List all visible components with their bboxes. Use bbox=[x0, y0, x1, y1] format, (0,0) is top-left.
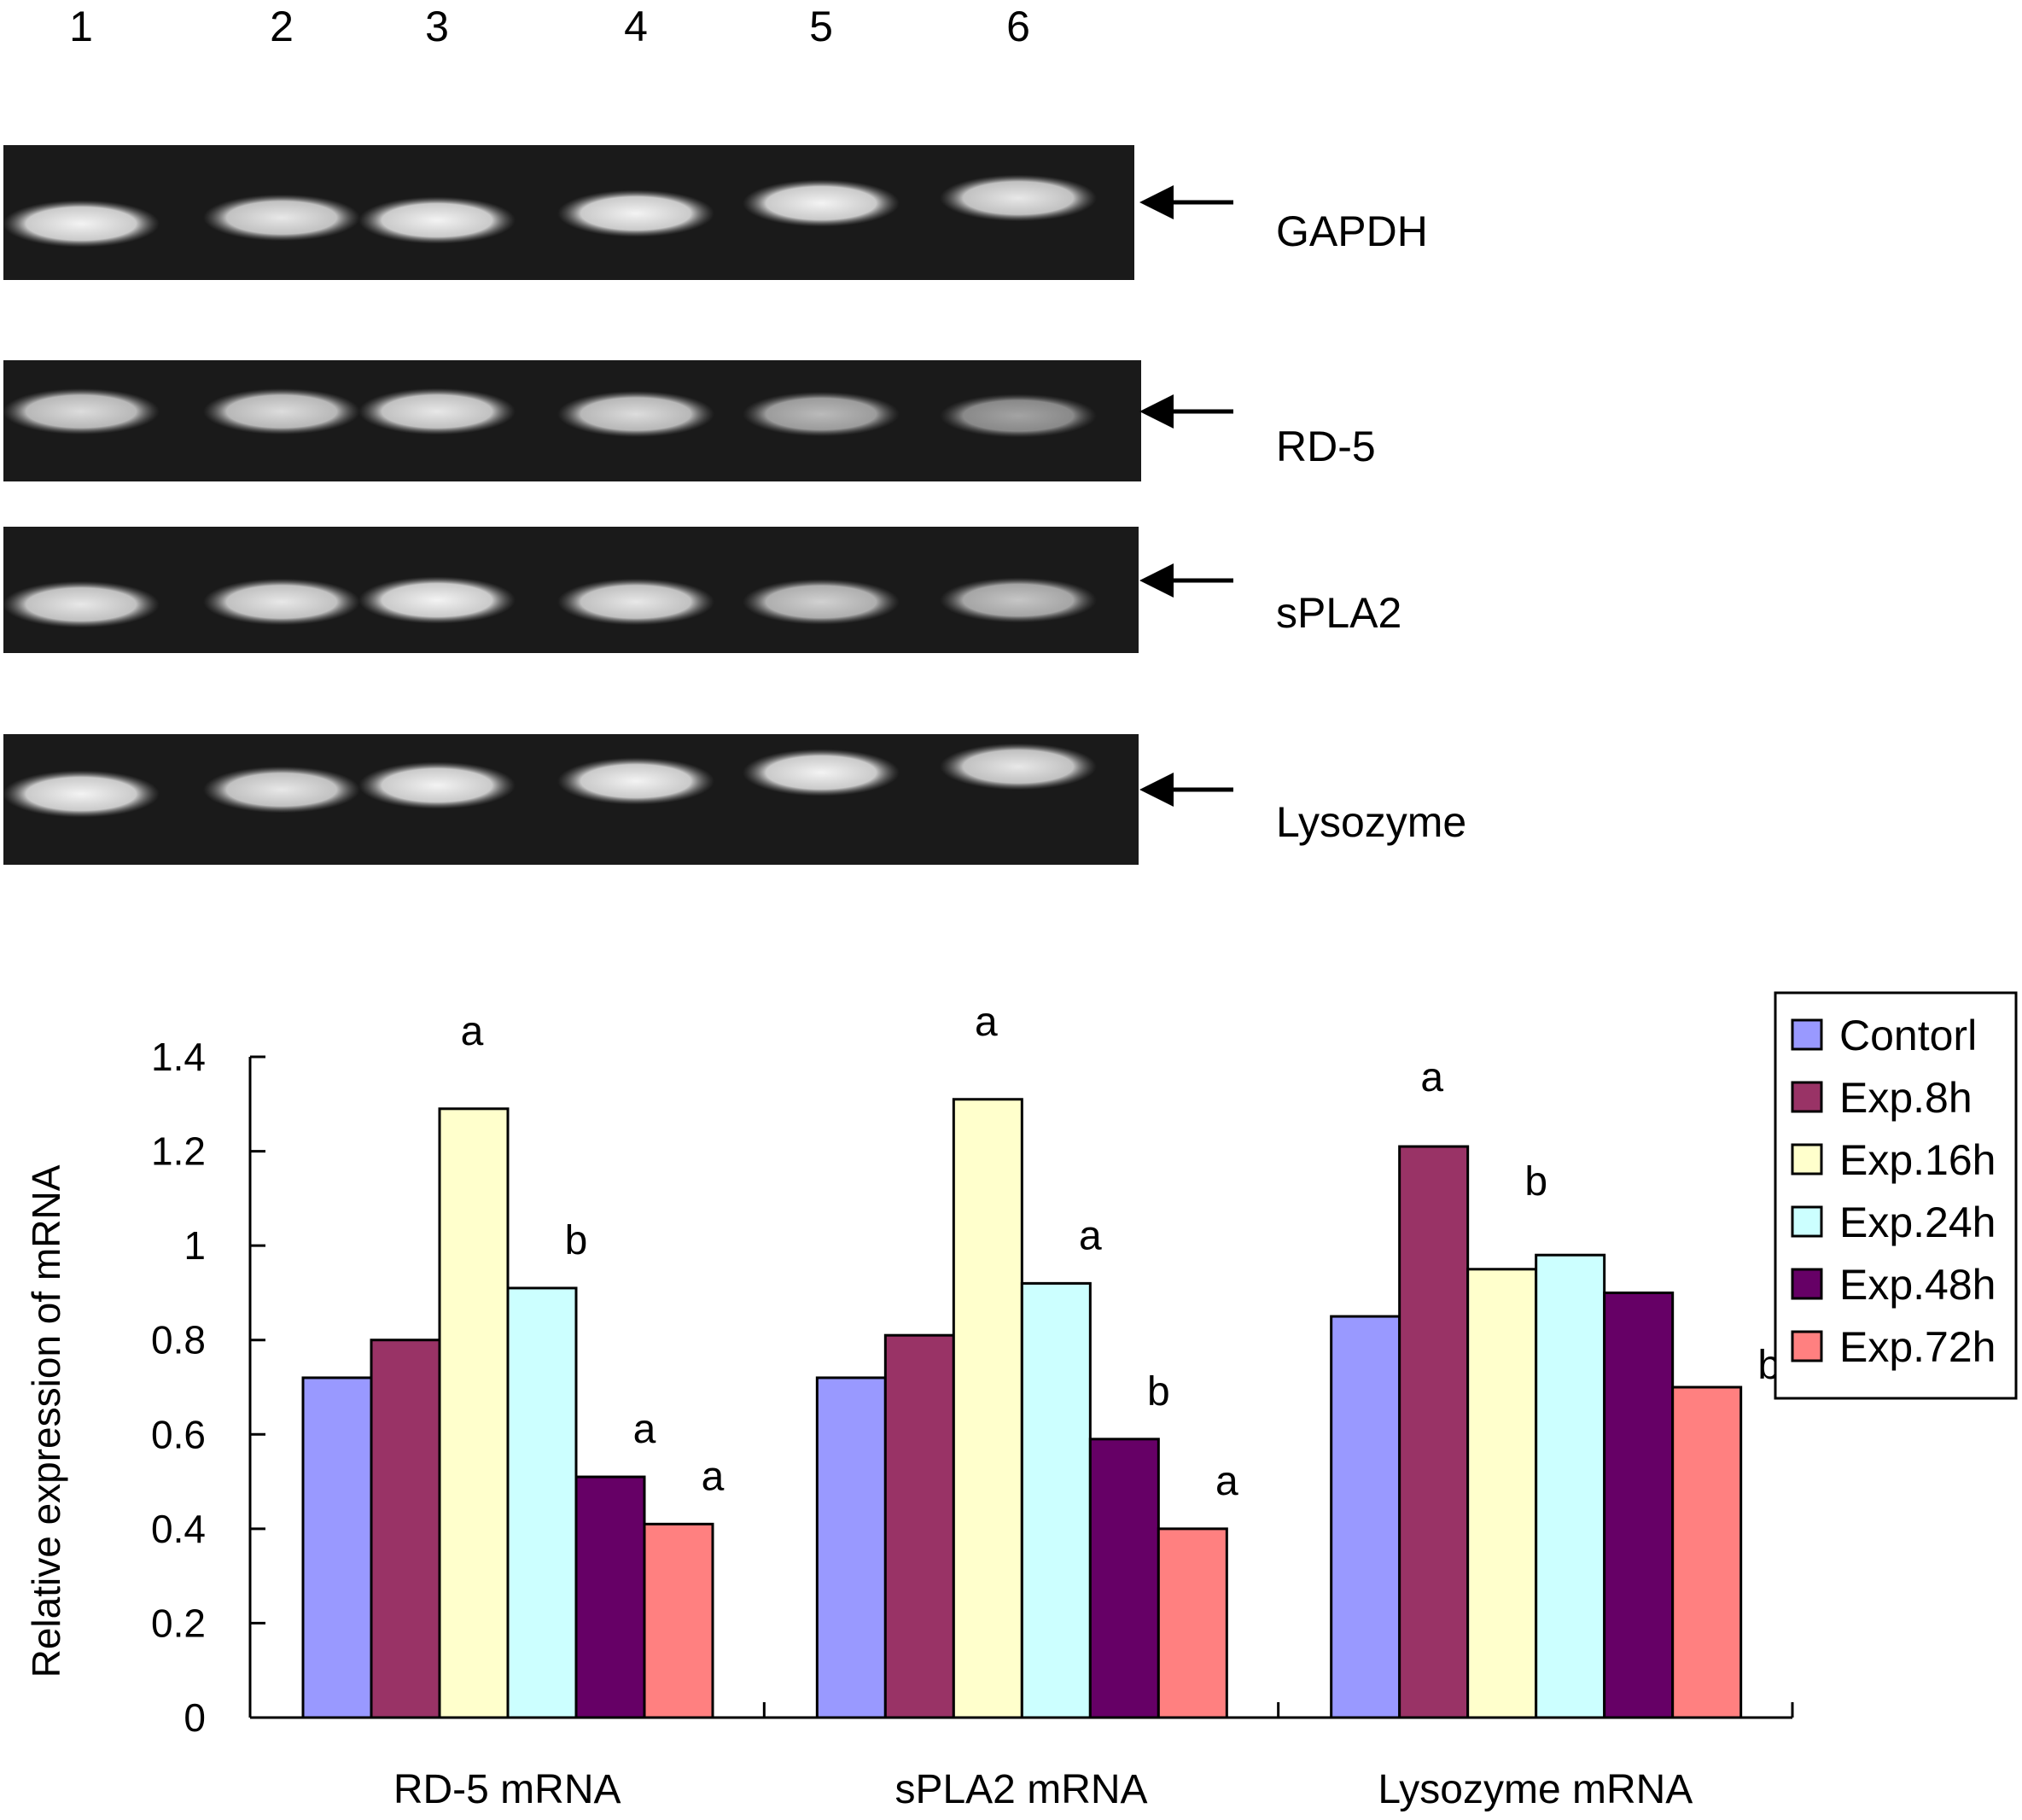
significance-label: a bbox=[633, 1407, 656, 1452]
significance-label: a bbox=[975, 1000, 998, 1045]
legend-swatch bbox=[1791, 1205, 1823, 1238]
legend-label: Contorl bbox=[1839, 1012, 1977, 1059]
significance-label: a bbox=[461, 1009, 484, 1054]
lane-number: 4 bbox=[624, 3, 648, 50]
bar-contorl bbox=[815, 1376, 887, 1719]
significance-label: a bbox=[1420, 1055, 1443, 1100]
gel-band bbox=[358, 388, 516, 435]
bar-exp-24h bbox=[506, 1286, 578, 1719]
significance-label: a bbox=[702, 1454, 725, 1499]
legend-label: Exp.8h bbox=[1839, 1074, 1972, 1122]
legend-swatch bbox=[1791, 1081, 1823, 1113]
legend-label: Exp.72h bbox=[1839, 1323, 1996, 1371]
y-tick-label: 0.2 bbox=[151, 1601, 206, 1645]
gene-label: sPLA2 bbox=[1276, 589, 1401, 637]
lane-number: 5 bbox=[809, 3, 833, 50]
y-axis-label: Relative expression of mRNA bbox=[24, 1164, 68, 1677]
gel-band bbox=[358, 576, 516, 624]
lane-number: 2 bbox=[270, 3, 294, 50]
category-label: RD-5 mRNA bbox=[393, 1767, 621, 1812]
gene-label: GAPDH bbox=[1276, 207, 1428, 255]
legend: Contorl Exp.8h Exp.16h Exp.24h Exp.48h Exp.72… bbox=[1774, 991, 2018, 1400]
gel-band bbox=[557, 757, 714, 805]
lane-number: 3 bbox=[425, 3, 449, 50]
bar-exp-16h bbox=[438, 1107, 510, 1719]
gel-strip bbox=[3, 527, 1139, 653]
gel-strip bbox=[3, 145, 1134, 280]
gel-band bbox=[3, 770, 160, 818]
legend-label: Exp.48h bbox=[1839, 1261, 1996, 1309]
category-label: sPLA2 mRNA bbox=[894, 1767, 1147, 1812]
bar-contorl bbox=[301, 1376, 373, 1719]
gel-band bbox=[557, 190, 714, 237]
gel-band bbox=[203, 578, 360, 626]
bar-exp-72h bbox=[1671, 1385, 1743, 1719]
gel-band bbox=[3, 200, 160, 248]
gel-panel: 1 2 3 4 5 6 GAPDH RD-5 sPLA2 Lysozyme bbox=[3, 3, 1466, 865]
bar-exp-16h bbox=[1466, 1268, 1538, 1719]
category-label: Lysozyme mRNA bbox=[1378, 1767, 1693, 1812]
gel-band bbox=[743, 391, 900, 437]
bar-chart: 0 0.2 0.4 0.6 0.8 1 1.2 1.4 Relative expression … bbox=[24, 991, 2018, 1812]
significance-label: b bbox=[565, 1218, 588, 1263]
bar-exp-72h bbox=[643, 1522, 714, 1719]
arrow-head bbox=[1139, 773, 1174, 807]
significance-label: b bbox=[1147, 1369, 1170, 1415]
gel-band bbox=[743, 749, 900, 796]
gene-label: RD-5 bbox=[1276, 423, 1376, 470]
bar-exp-72h bbox=[1157, 1527, 1228, 1719]
gel-band bbox=[3, 388, 160, 435]
y-tick-label: 1.4 bbox=[151, 1035, 206, 1079]
bar-exp-8h bbox=[883, 1333, 955, 1719]
y-tick-label: 0.6 bbox=[151, 1412, 206, 1456]
gel-band bbox=[743, 179, 900, 227]
bar-exp-8h bbox=[370, 1339, 441, 1719]
gel-band bbox=[940, 743, 1097, 790]
y-tick-label: 1 bbox=[184, 1223, 206, 1268]
gel-band bbox=[358, 761, 516, 809]
gel-strip bbox=[3, 360, 1141, 481]
arrow-head bbox=[1139, 185, 1174, 219]
bar-exp-48h bbox=[574, 1475, 646, 1719]
legend-label: Exp.24h bbox=[1839, 1199, 1996, 1246]
bar-exp-24h bbox=[1535, 1253, 1606, 1719]
gel-strip bbox=[3, 734, 1139, 865]
gel-band bbox=[940, 394, 1097, 438]
bar-exp-48h bbox=[1603, 1291, 1675, 1719]
bar-exp-8h bbox=[1398, 1145, 1470, 1719]
gel-band bbox=[940, 174, 1097, 222]
arrow-head bbox=[1139, 394, 1174, 429]
significance-label: a bbox=[1215, 1459, 1238, 1504]
significance-label: b bbox=[1524, 1159, 1547, 1205]
lane-number: 6 bbox=[1006, 3, 1030, 50]
bar-exp-24h bbox=[1020, 1281, 1092, 1719]
y-tick-label: 1.2 bbox=[151, 1129, 206, 1174]
lane-number: 1 bbox=[69, 3, 93, 50]
gel-band bbox=[203, 388, 360, 435]
gel-band bbox=[3, 580, 160, 628]
legend-swatch bbox=[1791, 1018, 1823, 1051]
bar-exp-16h bbox=[952, 1098, 1023, 1719]
y-tick-label: 0.8 bbox=[151, 1318, 206, 1362]
gel-band bbox=[358, 196, 516, 244]
gel-band bbox=[940, 577, 1097, 623]
gel-band bbox=[203, 194, 360, 242]
y-tick-label: 0.4 bbox=[151, 1507, 206, 1551]
legend-label: Exp.16h bbox=[1839, 1136, 1996, 1184]
legend-swatch bbox=[1791, 1143, 1823, 1175]
gel-band bbox=[743, 579, 900, 625]
legend-swatch bbox=[1791, 1268, 1823, 1300]
gene-label: Lysozyme bbox=[1276, 798, 1466, 846]
gel-band bbox=[557, 390, 714, 438]
bar-contorl bbox=[1330, 1315, 1401, 1719]
significance-label: a bbox=[1079, 1213, 1102, 1258]
bar-exp-48h bbox=[1088, 1438, 1160, 1719]
gel-band bbox=[203, 766, 360, 814]
y-tick-label: 0 bbox=[184, 1695, 206, 1740]
legend-swatch bbox=[1791, 1330, 1823, 1362]
gel-band bbox=[557, 578, 714, 626]
arrow-head bbox=[1139, 563, 1174, 598]
